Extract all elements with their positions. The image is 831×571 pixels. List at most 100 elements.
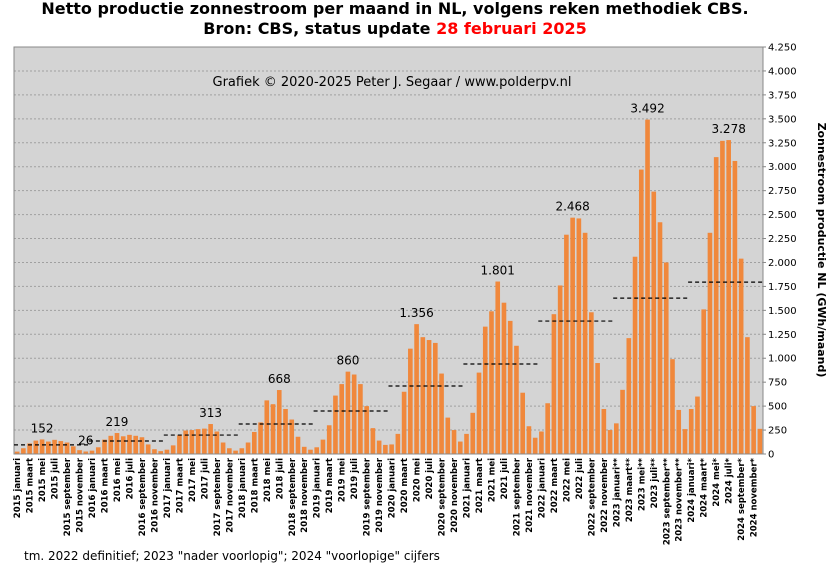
bar — [564, 234, 569, 454]
bar — [351, 374, 357, 454]
y-tick-label: 500 — [768, 402, 787, 413]
bar — [320, 439, 326, 454]
bar — [270, 404, 276, 454]
bar — [401, 391, 407, 454]
bar — [233, 450, 238, 454]
x-tick-label: 2022 mei — [562, 458, 572, 502]
value-label: 219 — [106, 415, 129, 429]
y-tick-label: 3.750 — [768, 90, 797, 101]
bar — [208, 424, 213, 454]
x-tick-label: 2020 maart — [400, 458, 410, 513]
bar — [601, 408, 607, 454]
bar — [476, 372, 482, 454]
y-tick-label: 3.500 — [768, 114, 797, 125]
bar — [139, 437, 145, 454]
x-tick-label: 2021 juli — [500, 458, 510, 499]
x-tick-label: 2019 mei — [338, 458, 348, 502]
x-tick-label: 2019 maart — [325, 458, 335, 513]
bar — [495, 281, 501, 454]
bar — [251, 431, 257, 454]
bar — [520, 392, 526, 454]
bar — [738, 258, 744, 454]
x-tick-label: 2020 november — [450, 457, 460, 533]
bar — [701, 309, 707, 454]
x-tick-label: 2016 maart — [101, 458, 111, 513]
bar — [245, 442, 251, 454]
title-highlight: 28 februari 2025 — [436, 19, 587, 38]
x-tick-label: 2015 mei — [38, 458, 48, 502]
x-tick-label: 2017 juli — [200, 458, 210, 499]
bar — [333, 395, 338, 454]
bar — [14, 451, 20, 454]
bar — [426, 340, 432, 454]
y-tick-label: 2.500 — [768, 210, 797, 221]
bar — [576, 218, 582, 454]
bar — [345, 371, 351, 454]
bar — [314, 447, 320, 454]
bar — [657, 222, 663, 454]
bar — [451, 430, 457, 454]
bar — [164, 449, 170, 454]
bar — [295, 436, 301, 454]
bar — [283, 408, 288, 454]
bar — [189, 430, 195, 454]
x-tick-label: 2022 juli — [575, 458, 585, 499]
x-tick-label: 2023 november** — [675, 457, 685, 541]
bar — [95, 447, 101, 454]
x-tick-label: 2023 september** — [662, 457, 672, 545]
bar — [501, 302, 507, 454]
bar — [595, 363, 600, 454]
plot-border — [13, 46, 764, 455]
bar — [638, 169, 644, 454]
bar — [607, 430, 613, 454]
bar — [626, 338, 632, 454]
bar — [420, 337, 426, 454]
bar — [301, 446, 307, 454]
y-tick-label: 750 — [768, 378, 787, 389]
bar — [227, 448, 232, 454]
bar — [326, 425, 332, 454]
bar — [514, 345, 519, 454]
bar — [651, 191, 657, 454]
bar — [27, 443, 32, 454]
bar — [214, 431, 220, 454]
x-tick-label: 2024 januari* — [687, 457, 697, 522]
bar — [445, 417, 451, 454]
x-tick-label: 2016 juli — [125, 458, 135, 499]
x-tick-label: 2024 november* — [750, 457, 760, 537]
x-tick-label: 2016 september — [138, 457, 148, 536]
bar — [526, 426, 532, 454]
bar — [370, 428, 376, 454]
bar — [358, 384, 363, 454]
value-label: 3.492 — [630, 102, 664, 116]
bar — [408, 348, 413, 454]
x-tick-label: 2023 mei** — [637, 457, 647, 511]
bar — [707, 232, 713, 454]
bar — [676, 409, 682, 454]
y-tick-label: 2.250 — [768, 234, 797, 245]
x-tick-label: 2018 september — [288, 457, 298, 536]
bar — [364, 406, 369, 454]
value-label: 1.801 — [481, 264, 515, 278]
x-tick-label: 2018 juli — [275, 458, 285, 499]
bar — [464, 433, 469, 454]
x-tick-label: 2015 maart — [26, 458, 36, 513]
x-tick-label: 2021 september — [512, 457, 522, 536]
bar — [745, 337, 750, 454]
bar — [52, 439, 57, 454]
bar — [264, 400, 270, 454]
bar — [220, 442, 226, 454]
bar — [39, 439, 45, 454]
bar — [589, 312, 594, 454]
y-tick-label: 1.250 — [768, 330, 797, 341]
footnote: tm. 2022 definitief; 2023 "nader voorlop… — [24, 549, 440, 563]
bar — [726, 140, 731, 454]
bar — [21, 448, 26, 454]
chart-title-line2: Bron: CBS, status update 28 februari 202… — [203, 19, 586, 38]
x-tick-label: 2024 juli* — [725, 457, 735, 503]
bar — [276, 390, 282, 454]
x-tick-label: 2022 november — [600, 457, 610, 533]
bar — [551, 314, 557, 454]
bar — [195, 429, 201, 454]
